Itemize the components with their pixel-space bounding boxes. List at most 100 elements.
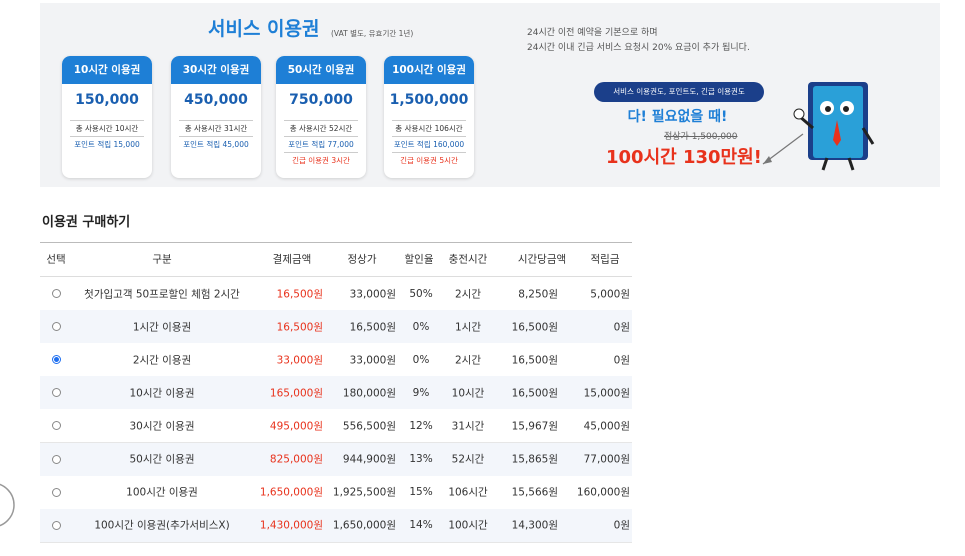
table-cell: 77,000원 — [583, 453, 630, 466]
radio-button[interactable] — [52, 388, 61, 398]
table-cell: 106시간 — [448, 486, 488, 499]
table-cell: 2시간 — [454, 354, 482, 367]
table-cell: 14,300원 — [511, 519, 558, 532]
column-header: 시간당금액 — [517, 253, 567, 266]
table-cell: 15,000원 — [583, 387, 630, 400]
column-header: 적립금 — [590, 253, 620, 266]
table-cell: 9% — [412, 386, 430, 399]
table-cell: 33,000원 — [276, 354, 323, 367]
table-cell: 16,500원 — [511, 387, 558, 400]
radio-button[interactable] — [52, 289, 61, 298]
table-cell: 14% — [409, 519, 433, 532]
card-price: 750,000 — [289, 92, 353, 108]
card-header: 100시간 이용권 — [384, 56, 474, 84]
table-cell: 16,500원 — [276, 288, 323, 300]
column-header: 정상가 — [347, 253, 377, 266]
card-line: 총 사용시간 31시간 — [179, 120, 253, 136]
card-line: 총 사용시간 52시간 — [284, 120, 358, 136]
table-cell: 180,000원 — [342, 387, 396, 400]
card-price: 450,000 — [184, 92, 248, 108]
table-cell: 556,500원 — [342, 420, 396, 433]
table-cell: 1시간 이용권 — [132, 321, 192, 334]
table-cell: 12% — [409, 419, 433, 432]
table-cell: 1시간 — [454, 321, 482, 334]
radio-button[interactable] — [52, 487, 61, 497]
column-header: 선택 — [46, 253, 66, 266]
table-cell: 15% — [409, 486, 433, 499]
promo-offer: 100시간 130만원! — [606, 147, 762, 168]
scroll-handle — [0, 483, 15, 527]
table-top-border — [40, 242, 632, 243]
note: 24시간 이내 긴급 서비스 요청시 20% 요금이 추가 됩니다. — [527, 43, 750, 53]
price-card[interactable]: 50시간 이용권 750,000 총 사용시간 52시간 포인트 적립 77,000 긴… — [276, 56, 366, 178]
card-line: 포인트 적립 160,000 — [392, 136, 466, 152]
card-line: 긴급 이용권 3시간 — [284, 152, 358, 168]
note: 24시간 이전 예약을 기본으로 하며 — [527, 28, 658, 38]
column-header: 구분 — [152, 253, 172, 266]
section-title: 이용권 구매하기 — [42, 215, 131, 230]
card-line: 포인트 적립 45,000 — [179, 136, 253, 152]
table-cell: 15,566원 — [511, 486, 558, 499]
price-card[interactable]: 10시간 이용권 150,000 총 사용시간 10시간 포인트 적립 15,000 — [62, 56, 152, 178]
card-header: 30시간 이용권 — [171, 56, 261, 84]
banner-title: 서비스 이용권 — [208, 18, 320, 40]
radio-button[interactable] — [52, 355, 61, 365]
table-cell: 16,500원 — [511, 321, 558, 334]
table-cell: 0원 — [613, 321, 630, 334]
table-cell: 31시간 — [451, 420, 485, 433]
table-cell: 944,900원 — [342, 453, 396, 466]
table-cell: 50% — [409, 287, 433, 300]
card-line: 긴급 이용권 5시간 — [392, 152, 466, 168]
table-cell: 0% — [412, 320, 430, 333]
radio-button[interactable] — [52, 520, 61, 530]
column-header: 결제금액 — [272, 253, 312, 266]
table-cell: 5,000원 — [590, 288, 630, 300]
table-cell: 0% — [412, 353, 430, 366]
price-card[interactable]: 100시간 이용권 1,500,000 총 사용시간 106시간 포인트 적립 160… — [384, 56, 474, 178]
column-header: 충전시간 — [448, 253, 488, 266]
table-cell: 13% — [409, 453, 433, 465]
radio-button[interactable] — [52, 421, 61, 431]
table-cell: 30시간 이용권 — [129, 420, 195, 433]
card-line: 포인트 적립 77,000 — [284, 136, 358, 152]
table-cell: 16,500원 — [349, 321, 396, 334]
card-header: 50시간 이용권 — [276, 56, 366, 84]
card-price: 150,000 — [75, 92, 139, 108]
table-row[interactable] — [40, 277, 632, 311]
table-cell: 1,650,000원 — [259, 486, 323, 499]
table-row[interactable] — [40, 343, 632, 378]
table-cell: 1,430,000원 — [259, 519, 323, 532]
table-cell: 50시간 이용권 — [129, 453, 195, 466]
table-cell: 33,000원 — [349, 288, 396, 300]
table-cell: 1,925,500원 — [332, 486, 396, 499]
table-cell: 10시간 이용권 — [129, 387, 195, 400]
card-header: 10시간 이용권 — [62, 56, 152, 84]
table-row[interactable] — [40, 310, 632, 345]
banner-subtitle: (VAT 별도, 유효기간 1년) — [331, 29, 414, 38]
promo-pill: 서비스 이용권도, 포인트도, 긴급 이용권도 — [594, 82, 764, 102]
table-cell: 100시간 이용권 — [126, 486, 198, 499]
radio-button[interactable] — [52, 454, 61, 464]
table-cell: 52시간 — [451, 453, 485, 466]
table-cell: 8,250원 — [518, 288, 558, 300]
mascot — [762, 82, 875, 171]
table-cell: 45,000원 — [583, 420, 630, 433]
table-cell: 1,650,000원 — [332, 519, 396, 532]
table-cell: 0원 — [613, 354, 630, 367]
card-price: 1,500,000 — [389, 92, 469, 108]
card-line: 총 사용시간 106시간 — [392, 120, 466, 136]
table-cell: 16,500원 — [276, 321, 323, 334]
table-cell: 첫가입고객 50프로할인 체험 2시간 — [84, 288, 240, 300]
column-header: 할인율 — [404, 253, 434, 266]
promo-headline: 다! 필요없을 때! — [627, 109, 728, 125]
table-cell: 10시간 — [451, 387, 485, 400]
table-cell: 100시간 이용권(추가서비스X) — [94, 519, 230, 532]
radio-button[interactable] — [52, 322, 61, 332]
table-cell: 16,500원 — [511, 354, 558, 367]
table-row[interactable] — [40, 508, 632, 543]
table-cell: 100시간 — [448, 519, 488, 532]
table-cell: 2시간 이용권 — [132, 354, 192, 367]
price-card[interactable]: 30시간 이용권 450,000 총 사용시간 31시간 포인트 적립 45,000 — [171, 56, 261, 178]
table-cell: 15,865원 — [511, 453, 558, 466]
table-cell: 160,000원 — [576, 486, 630, 499]
